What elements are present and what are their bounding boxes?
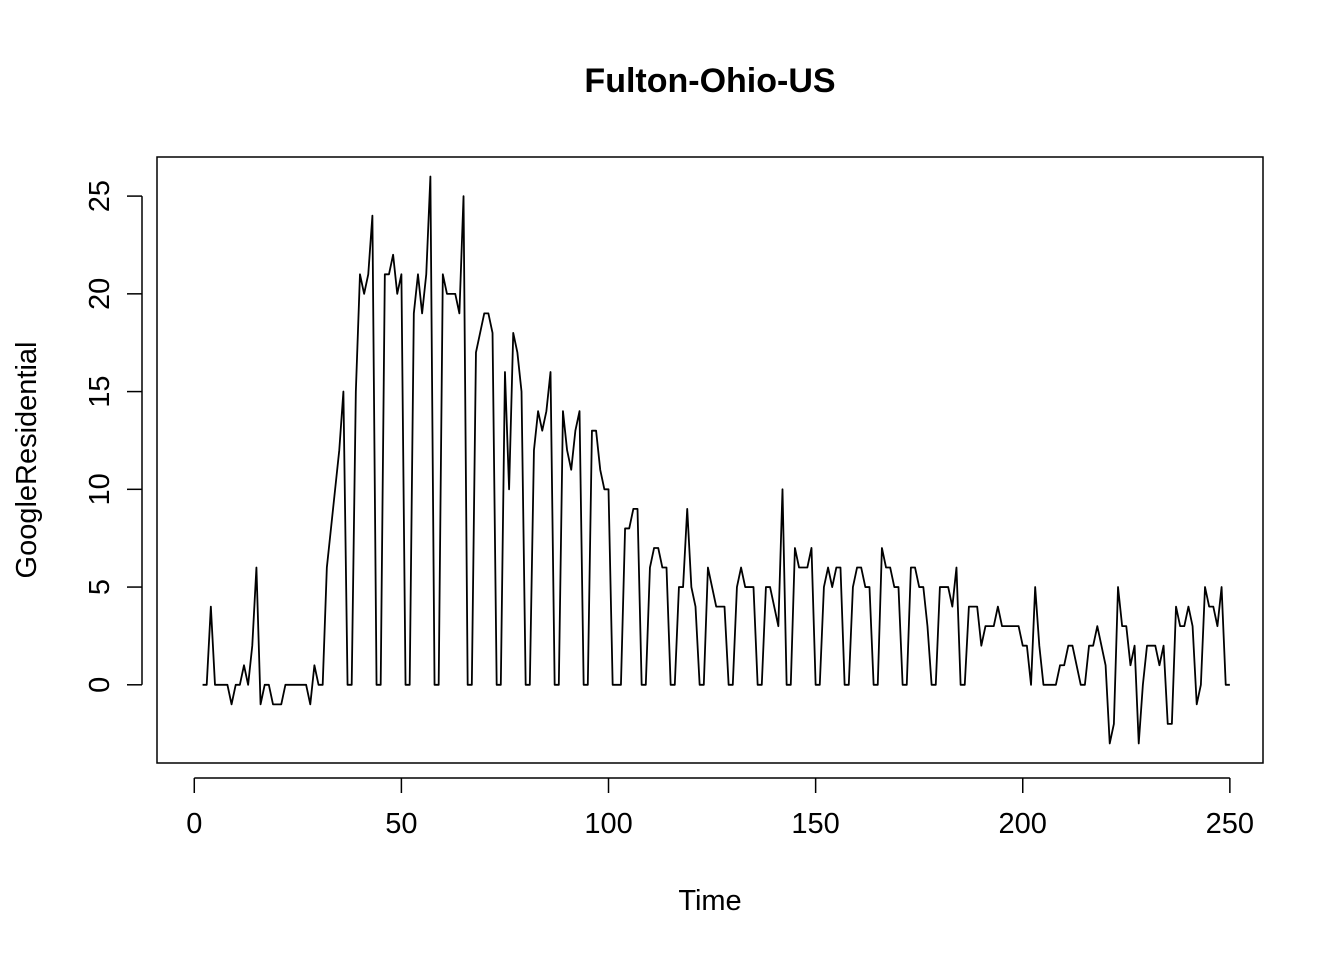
x-tick-label: 50 [385,808,417,840]
y-tick-label: 25 [84,180,116,212]
x-axis-label: Time [678,885,741,917]
x-tick-label: 100 [584,808,632,840]
y-tick-label: 5 [84,579,116,595]
x-axis: 0 50 100 150 200 250 [186,777,1254,840]
y-tick-label: 20 [84,278,116,310]
x-tick-label: 0 [186,808,202,840]
y-axis-label: GoogleResidential [11,342,43,579]
x-tick-label: 150 [791,808,839,840]
y-tick-label: 10 [84,473,116,505]
series-line [202,175,1230,745]
plot-frame [156,156,1264,764]
x-tick-label: 200 [999,808,1047,840]
y-tick-label: 15 [84,375,116,407]
y-axis: 0 5 10 15 20 25 [84,180,143,693]
y-tick-label: 0 [84,677,116,693]
x-tick-label: 250 [1206,808,1254,840]
chart-title: Fulton-Ohio-US [584,62,835,100]
